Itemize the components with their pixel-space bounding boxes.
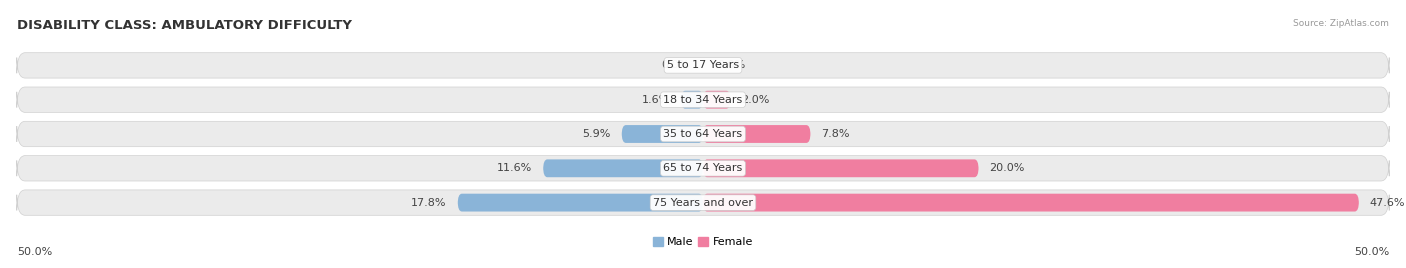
Text: 20.0%: 20.0% [990,163,1025,173]
Text: 0.0%: 0.0% [717,60,745,70]
Text: 35 to 64 Years: 35 to 64 Years [664,129,742,139]
Text: 1.6%: 1.6% [641,95,669,105]
Text: 5 to 17 Years: 5 to 17 Years [666,60,740,70]
FancyBboxPatch shape [458,194,703,211]
Text: 50.0%: 50.0% [1354,247,1389,257]
Text: DISABILITY CLASS: AMBULATORY DIFFICULTY: DISABILITY CLASS: AMBULATORY DIFFICULTY [17,19,352,32]
Text: 18 to 34 Years: 18 to 34 Years [664,95,742,105]
Text: 47.6%: 47.6% [1369,198,1406,208]
FancyBboxPatch shape [703,125,810,143]
Text: 75 Years and over: 75 Years and over [652,198,754,208]
Legend: Male, Female: Male, Female [648,233,758,252]
FancyBboxPatch shape [17,87,1389,112]
Text: 5.9%: 5.9% [582,129,610,139]
Text: 7.8%: 7.8% [821,129,851,139]
FancyBboxPatch shape [621,125,703,143]
FancyBboxPatch shape [681,91,703,109]
FancyBboxPatch shape [703,194,1358,211]
FancyBboxPatch shape [17,53,1389,78]
Text: 50.0%: 50.0% [17,247,52,257]
Text: Source: ZipAtlas.com: Source: ZipAtlas.com [1294,19,1389,28]
FancyBboxPatch shape [17,156,1389,181]
FancyBboxPatch shape [543,159,703,177]
FancyBboxPatch shape [17,121,1389,147]
FancyBboxPatch shape [703,159,979,177]
FancyBboxPatch shape [17,190,1389,215]
Text: 65 to 74 Years: 65 to 74 Years [664,163,742,173]
Text: 0.0%: 0.0% [661,60,689,70]
Text: 11.6%: 11.6% [496,163,531,173]
Text: 2.0%: 2.0% [741,95,770,105]
FancyBboxPatch shape [703,91,731,109]
Text: 17.8%: 17.8% [411,198,447,208]
